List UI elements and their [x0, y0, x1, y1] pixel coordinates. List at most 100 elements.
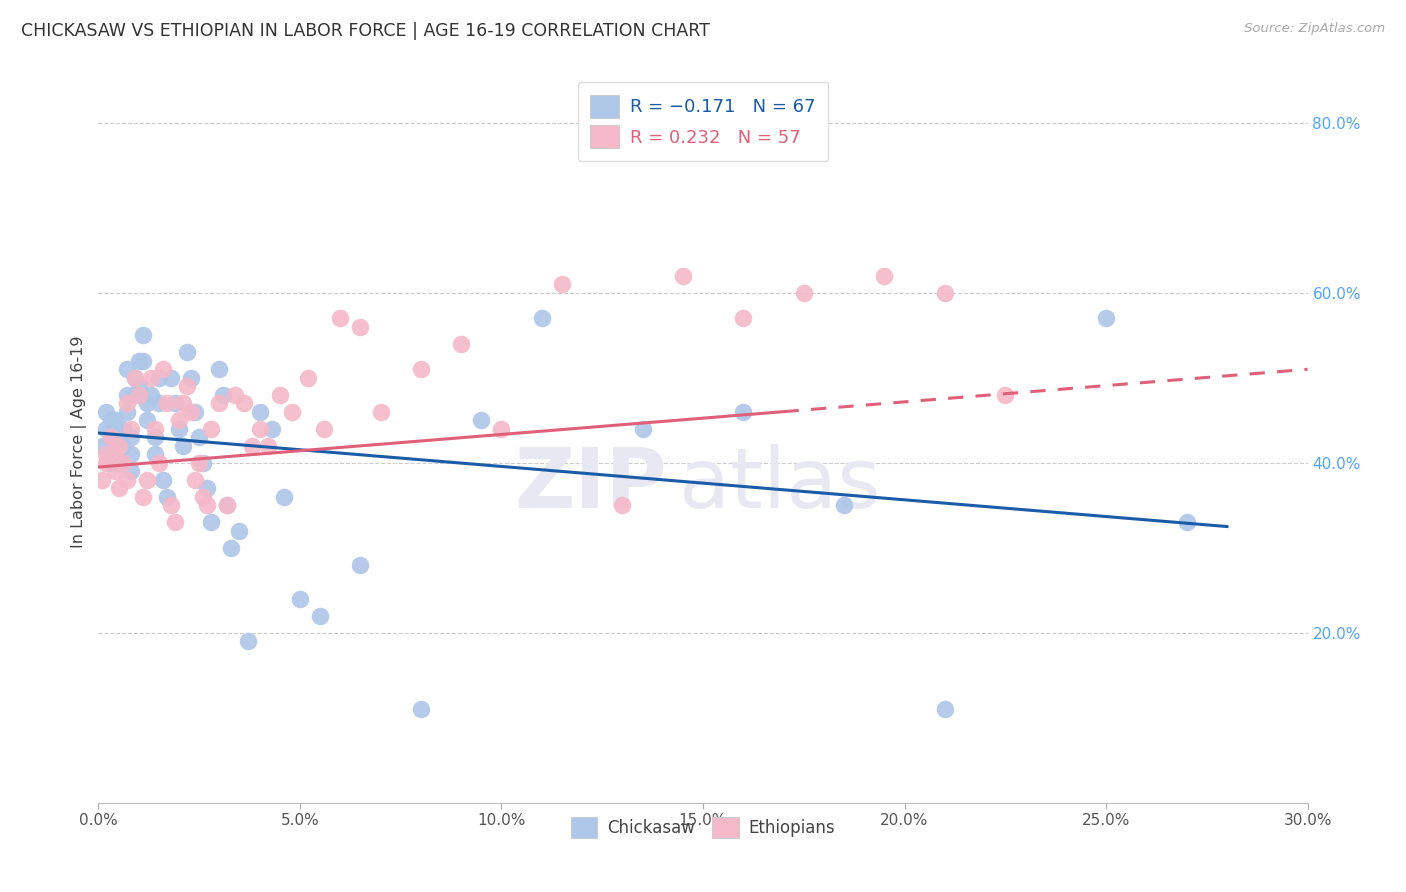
Point [491, 422, 513, 436]
Point [260, 422, 283, 436]
Point [256, 439, 278, 453]
Point [176, 379, 198, 393]
Point [148, 396, 170, 410]
Point [193, 456, 215, 470]
Point [115, 405, 138, 419]
Point [128, 353, 150, 368]
Point [111, 456, 134, 470]
Point [208, 396, 231, 410]
Point [733, 405, 755, 419]
Point [111, 439, 134, 453]
Text: atlas: atlas [679, 444, 880, 525]
Point [994, 388, 1017, 402]
Point [148, 456, 170, 470]
Point [370, 405, 392, 419]
Point [217, 498, 239, 512]
Point [143, 422, 166, 436]
Point [551, 277, 574, 292]
Point [193, 490, 215, 504]
Point [934, 702, 956, 716]
Point [470, 413, 492, 427]
Point [103, 413, 125, 427]
Point [873, 268, 896, 283]
Point [184, 405, 207, 419]
Y-axis label: In Labor Force | Age 16-19: In Labor Force | Age 16-19 [72, 335, 87, 548]
Point [236, 634, 259, 648]
Point [107, 422, 129, 436]
Point [200, 422, 222, 436]
Point [167, 413, 190, 427]
Point [163, 516, 186, 530]
Point [139, 371, 162, 385]
Point [349, 558, 371, 572]
Point [143, 447, 166, 461]
Point [200, 516, 222, 530]
Point [132, 490, 155, 504]
Point [135, 413, 157, 427]
Point [329, 311, 352, 326]
Point [172, 396, 194, 410]
Point [934, 285, 956, 300]
Point [124, 388, 146, 402]
Point [124, 371, 146, 385]
Point [143, 430, 166, 444]
Point [96, 405, 118, 419]
Point [530, 311, 553, 326]
Point [115, 473, 138, 487]
Point [240, 439, 263, 453]
Point [103, 464, 125, 478]
Point [124, 371, 146, 385]
Point [128, 379, 150, 393]
Point [152, 473, 174, 487]
Point [297, 371, 319, 385]
Point [349, 319, 371, 334]
Point [793, 285, 815, 300]
Point [409, 702, 432, 716]
Text: Source: ZipAtlas.com: Source: ZipAtlas.com [1244, 22, 1385, 36]
Text: CHICKASAW VS ETHIOPIAN IN LABOR FORCE | AGE 16-19 CORRELATION CHART: CHICKASAW VS ETHIOPIAN IN LABOR FORCE | … [21, 22, 710, 40]
Point [107, 456, 129, 470]
Point [832, 498, 855, 512]
Text: ZIP: ZIP [515, 444, 666, 525]
Point [160, 371, 183, 385]
Point [228, 524, 250, 538]
Point [132, 328, 155, 343]
Point [160, 498, 183, 512]
Point [180, 405, 202, 419]
Point [103, 447, 125, 461]
Point [1175, 516, 1198, 530]
Point [96, 447, 118, 461]
Point [212, 388, 235, 402]
Point [139, 388, 162, 402]
Point [96, 456, 118, 470]
Point [120, 430, 142, 444]
Point [100, 430, 122, 444]
Point [103, 447, 125, 461]
Point [224, 388, 246, 402]
Point [100, 413, 122, 427]
Point [217, 498, 239, 512]
Point [111, 422, 134, 436]
Point [91, 439, 114, 453]
Point [115, 388, 138, 402]
Point [135, 396, 157, 410]
Point [163, 396, 186, 410]
Point [281, 405, 304, 419]
Point [107, 439, 129, 453]
Point [409, 362, 432, 376]
Legend: Chickasaw, Ethiopians: Chickasaw, Ethiopians [564, 810, 842, 845]
Point [100, 456, 122, 470]
Point [107, 481, 129, 495]
Point [100, 430, 122, 444]
Point [249, 422, 271, 436]
Point [188, 456, 211, 470]
Point [184, 473, 207, 487]
Point [120, 447, 142, 461]
Point [195, 481, 218, 495]
Point [232, 396, 254, 410]
Point [188, 430, 211, 444]
Point [172, 439, 194, 453]
Point [120, 464, 142, 478]
Point [115, 396, 138, 410]
Point [156, 490, 179, 504]
